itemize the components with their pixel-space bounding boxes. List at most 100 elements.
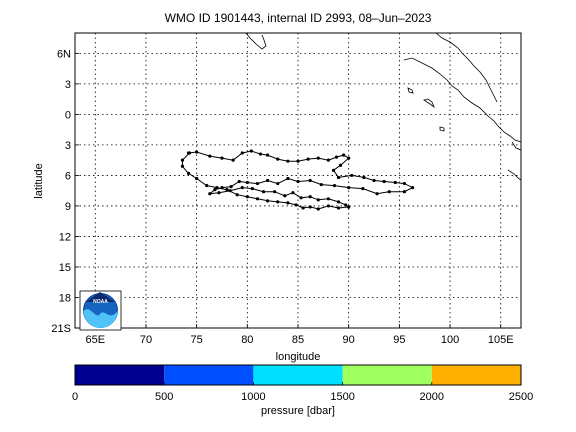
track-point bbox=[326, 204, 331, 208]
track-point bbox=[347, 186, 351, 190]
track-point bbox=[410, 186, 415, 190]
y-tick-label: 6 bbox=[65, 170, 71, 182]
track-point bbox=[387, 190, 391, 194]
track-point bbox=[347, 156, 351, 160]
track-point bbox=[301, 206, 305, 210]
colorbar-segment bbox=[75, 365, 165, 385]
track-point bbox=[265, 178, 270, 183]
track-point bbox=[294, 203, 298, 207]
track-line bbox=[181, 150, 414, 210]
track-point bbox=[331, 168, 336, 172]
y-axis-label: latitude bbox=[33, 163, 45, 198]
colorbar-frame bbox=[74, 364, 522, 386]
track-point bbox=[240, 151, 244, 155]
coastline-mainland bbox=[435, 32, 498, 103]
track-point bbox=[347, 205, 351, 209]
track-point bbox=[265, 153, 270, 157]
colorbar-segment bbox=[342, 365, 432, 385]
track-point bbox=[276, 181, 280, 186]
track-point bbox=[187, 151, 192, 155]
x-axis: 65E 70 75 80 85 90 95 100 105E bbox=[85, 324, 514, 346]
coastline-island-3 bbox=[407, 87, 414, 94]
coastline-island-1 bbox=[245, 32, 267, 50]
logo-text: NOAA bbox=[93, 299, 108, 305]
y-tick-label: 18 bbox=[59, 292, 71, 304]
x-tick-label: 90 bbox=[343, 334, 355, 346]
track-point bbox=[316, 207, 320, 211]
x-tick-label: 65E bbox=[85, 334, 105, 346]
track-point bbox=[273, 190, 277, 194]
track-point bbox=[205, 183, 209, 188]
y-tick-label: 0 bbox=[65, 109, 71, 121]
x-tick-label: 85 bbox=[292, 334, 304, 346]
coastline-island-2 bbox=[423, 98, 435, 109]
float-track bbox=[180, 149, 415, 211]
track-point bbox=[334, 155, 339, 159]
track-point bbox=[342, 153, 346, 157]
track-point bbox=[213, 188, 217, 192]
track-point bbox=[402, 190, 407, 194]
track-point bbox=[336, 175, 341, 180]
track-point bbox=[372, 178, 376, 183]
colorbar bbox=[74, 364, 522, 386]
track-point bbox=[286, 201, 290, 205]
track-point bbox=[361, 187, 365, 191]
y-axis: 6N 3 0 3 6 9 12 15 18 21S bbox=[51, 48, 79, 335]
track-point bbox=[240, 186, 244, 190]
x-tick-label: 105E bbox=[488, 334, 514, 346]
track-point bbox=[276, 200, 280, 204]
logo-bird bbox=[86, 292, 115, 302]
track-point bbox=[336, 206, 341, 210]
coastline-island-4 bbox=[439, 126, 445, 132]
y-tick-label: 21S bbox=[51, 323, 71, 335]
track-point bbox=[217, 191, 221, 195]
track-point bbox=[249, 149, 253, 153]
noaa-logo: NOAA bbox=[79, 290, 122, 331]
track-point bbox=[195, 150, 199, 154]
track-point bbox=[362, 175, 366, 180]
track-point bbox=[208, 154, 212, 158]
track-point bbox=[255, 181, 260, 186]
track-point bbox=[393, 180, 397, 185]
track-point bbox=[308, 195, 312, 199]
colorbar-segment bbox=[253, 365, 343, 385]
x-tick-label: 70 bbox=[140, 334, 152, 346]
track-point bbox=[299, 196, 303, 200]
coastline-southeast bbox=[507, 169, 522, 181]
track-point bbox=[250, 187, 254, 191]
track-point bbox=[186, 171, 191, 175]
coastline-sumatra bbox=[403, 57, 522, 143]
colorbar-label: pressure [dbar] bbox=[261, 405, 335, 417]
track-point bbox=[308, 178, 312, 183]
track-point bbox=[208, 192, 212, 196]
track-point bbox=[231, 158, 235, 162]
colorbar-tick-label: 1500 bbox=[330, 391, 354, 403]
track-point bbox=[245, 180, 249, 185]
track-point bbox=[402, 181, 407, 186]
track-point bbox=[235, 193, 239, 197]
logo-wave bbox=[83, 309, 118, 328]
track-point bbox=[375, 192, 379, 196]
coastline bbox=[245, 32, 522, 181]
colorbar-segment bbox=[164, 365, 254, 385]
y-tick-label: 9 bbox=[65, 201, 71, 213]
track-point bbox=[220, 156, 224, 160]
colorbar-tick-label: 2000 bbox=[420, 391, 444, 403]
colorbar-tick-label: 1000 bbox=[241, 391, 265, 403]
track-point bbox=[276, 157, 280, 161]
track-point bbox=[308, 205, 312, 209]
track-point bbox=[316, 198, 320, 202]
track-point bbox=[286, 159, 290, 163]
track-point bbox=[296, 179, 300, 184]
colorbar-tick-label: 2500 bbox=[509, 391, 533, 403]
x-tick-label: 95 bbox=[393, 334, 405, 346]
track-point bbox=[229, 185, 233, 189]
track-point bbox=[338, 163, 343, 167]
track-point bbox=[344, 203, 348, 207]
track-point bbox=[180, 164, 185, 168]
track-point bbox=[245, 195, 249, 199]
colorbar-tick-label: 500 bbox=[155, 391, 173, 403]
track-point bbox=[261, 190, 266, 194]
x-tick-label: 80 bbox=[241, 334, 253, 346]
